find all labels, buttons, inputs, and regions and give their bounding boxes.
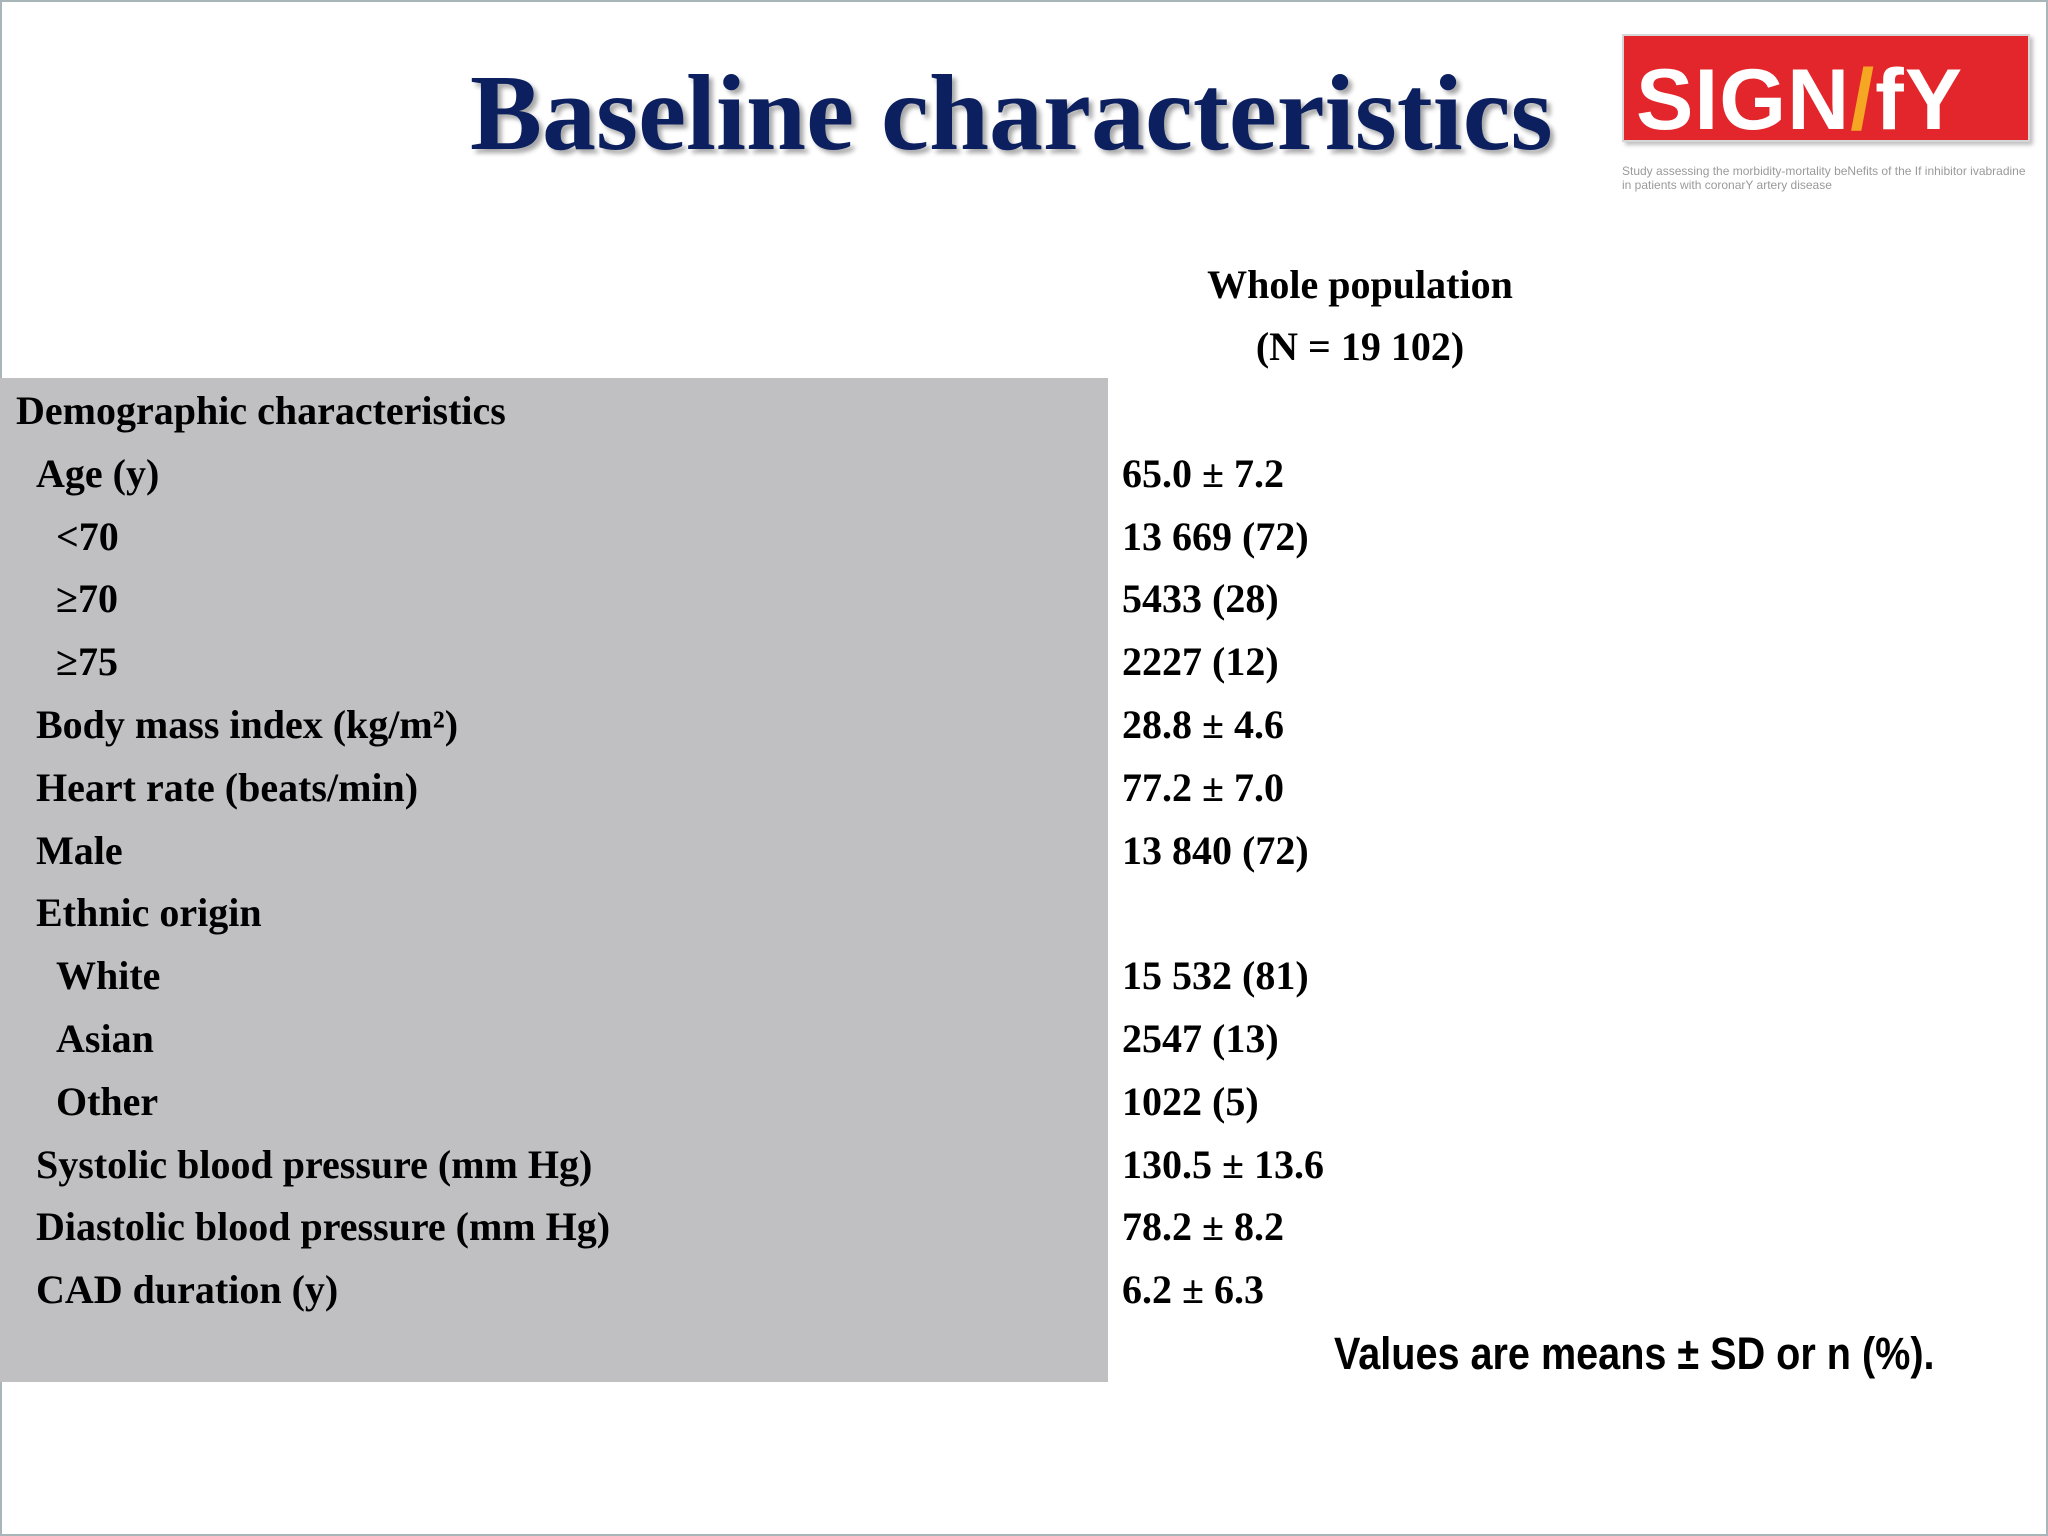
table-row-label: Asian [56, 1016, 154, 1061]
column-header-n: (N = 19 102) [1255, 324, 1465, 369]
table-row-label: ≥75 [56, 639, 118, 685]
table-row-label: Other [56, 1078, 159, 1124]
signify-logo: SIGN/fY Study assessing the morbidity-mo… [1622, 22, 2030, 202]
table-row-value: 13 840 (72) [1122, 827, 1309, 873]
column-header-title: Whole population [1207, 262, 1513, 307]
logo-wordmark: SIGN/fY [1636, 52, 1964, 148]
table-row-value: 5433 (28) [1122, 576, 1279, 622]
table-row-value: 1022 (5) [1122, 1078, 1259, 1124]
table-row-value: 78.2 ± 8.2 [1122, 1204, 1284, 1250]
table-row-label: Heart rate (beats/min) [36, 764, 419, 810]
table-row-label: Body mass index (kg/m²) [36, 702, 459, 747]
footnote: Values are means ± SD or n (%). [1334, 1328, 1935, 1379]
table-row-label: ≥70 [56, 576, 118, 622]
table-row-value: 65.0 ± 7.2 [1122, 450, 1284, 496]
table-row-value: 77.2 ± 7.0 [1122, 764, 1284, 810]
table-row-value: 15 532 (81) [1122, 953, 1309, 999]
table-row-label: Ethnic origin [36, 890, 262, 936]
table-row-label: Age (y) [36, 450, 160, 496]
table-row-label: Demographic characteristics [16, 388, 506, 433]
table-row-label: White [56, 953, 161, 999]
label-column-panel [0, 378, 1108, 1382]
table-row-label: Diastolic blood pressure (mm Hg) [36, 1204, 611, 1250]
slide-title: Baseline characteristics [470, 54, 1553, 173]
logo-tagline: Study assessing the morbidity-mortality … [1622, 164, 2026, 192]
table-row-label: Male [36, 827, 123, 873]
table-row-value: 13 669 (72) [1122, 513, 1309, 559]
table-row-label: Systolic blood pressure (mm Hg) [36, 1141, 593, 1187]
table-row-value: 2227 (12) [1122, 639, 1279, 685]
table-row-value: 2547 (13) [1122, 1016, 1279, 1061]
table-row-label: CAD duration (y) [36, 1267, 339, 1313]
table-row-value: 28.8 ± 4.6 [1122, 702, 1284, 747]
logo-red-box: SIGN/fY [1622, 34, 2030, 148]
table-row-value: 130.5 ± 13.6 [1122, 1141, 1324, 1187]
table-row-value: 6.2 ± 6.3 [1122, 1267, 1264, 1313]
table-row-label: <70 [56, 513, 119, 559]
column-header: Whole population (N = 19 102) [1100, 254, 1620, 378]
